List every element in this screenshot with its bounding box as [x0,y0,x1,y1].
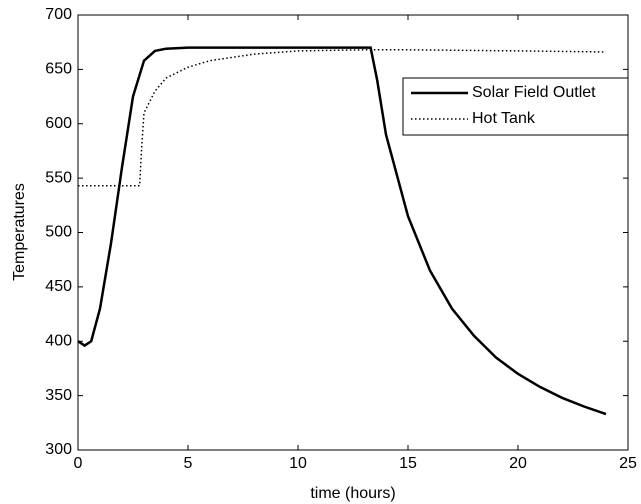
x-axis-label: time (hours) [310,485,395,502]
y-tick-label: 350 [45,387,72,404]
x-tick-label: 15 [399,455,417,472]
y-tick-label: 550 [45,169,72,186]
legend-box [402,77,629,136]
x-tick-label: 25 [619,455,637,472]
x-tick-label: 0 [74,455,83,472]
y-axis-label: Temperatures [11,183,28,281]
legend-label: Solar Field Outlet [472,84,596,101]
y-tick-label: 500 [45,224,72,241]
series-line [78,49,607,187]
x-tick-label: 10 [289,455,307,472]
y-tick-label: 650 [45,61,72,78]
y-tick-label: 600 [45,115,72,132]
y-tick-label: 400 [45,332,72,349]
y-tick-label: 700 [45,6,72,23]
legend-label: Hot Tank [472,110,536,127]
x-tick-label: 20 [509,455,527,472]
x-tick-label: 5 [184,455,193,472]
y-tick-label: 450 [45,278,72,295]
series-line [77,46,607,416]
y-tick-label: 300 [45,441,72,458]
